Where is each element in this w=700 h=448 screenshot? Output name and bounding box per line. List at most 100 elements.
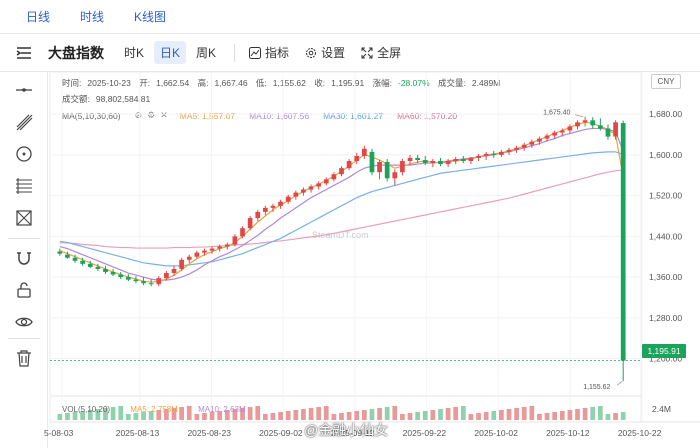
volume-bar xyxy=(499,410,504,420)
candle xyxy=(590,117,596,129)
time-tick-label: 2025-09-22 xyxy=(403,428,447,438)
open-value: 1,662.54 xyxy=(156,78,190,88)
candle-body xyxy=(148,283,154,285)
ma-indicator-label: MA(5,10,30,60) xyxy=(62,110,121,121)
volume-bar xyxy=(285,411,291,420)
volume-bar xyxy=(301,409,306,420)
volume-bar xyxy=(95,409,101,420)
candle xyxy=(240,226,245,239)
volume-bar xyxy=(263,414,268,420)
candle xyxy=(255,209,261,222)
volume-bar xyxy=(125,414,131,420)
volume-bar xyxy=(377,408,382,420)
tab-daily[interactable]: 日线 xyxy=(26,10,51,24)
candle xyxy=(582,116,588,127)
candle-body xyxy=(224,244,230,247)
candle-body xyxy=(499,151,504,155)
fullscreen-button[interactable]: 全屏 xyxy=(355,41,407,64)
ma5-line xyxy=(59,121,624,283)
candle-body xyxy=(354,155,360,162)
candle xyxy=(514,145,519,153)
candle xyxy=(209,246,215,254)
magnet-icon xyxy=(17,252,31,265)
candle-body xyxy=(567,126,573,131)
candle-body xyxy=(346,161,352,169)
candle xyxy=(217,244,223,252)
candle-body xyxy=(80,260,86,264)
candle-body xyxy=(141,281,146,284)
volume-bar xyxy=(164,409,169,420)
candle xyxy=(445,158,451,168)
close-label: 收: xyxy=(314,78,326,88)
circle-tool[interactable] xyxy=(14,144,34,164)
volume-bar xyxy=(392,406,398,420)
indicator-button[interactable]: 指标 xyxy=(243,41,295,64)
volume-bar xyxy=(80,411,86,420)
period-day-k-button[interactable]: 日K xyxy=(154,41,187,64)
candle-body xyxy=(95,266,101,269)
candle xyxy=(384,158,390,182)
lock-tool[interactable] xyxy=(14,280,34,300)
close-value: 1,195.91 xyxy=(331,78,365,88)
candle xyxy=(529,139,535,148)
high-marker-line xyxy=(575,114,584,118)
period-week-k-button[interactable]: 周K xyxy=(196,46,217,60)
fibonacci-tool[interactable] xyxy=(14,176,34,196)
candle-body xyxy=(209,248,215,251)
volume-bar xyxy=(567,410,573,420)
settings-label: 设置 xyxy=(321,46,346,60)
currency-selector[interactable]: CNY xyxy=(651,74,681,89)
tab-kline[interactable]: K线图 xyxy=(134,10,167,24)
volume-ma10-value: MA10: 2.63M xyxy=(198,405,246,414)
volume-bar xyxy=(544,413,550,420)
candle-body xyxy=(559,130,565,133)
volume-bar xyxy=(483,412,489,420)
volume-bar xyxy=(369,409,375,420)
candle-body xyxy=(453,158,459,162)
turnover-value: 98,802,584.81 xyxy=(95,94,151,104)
volume-indicator-label: VOL(5,10,20) xyxy=(62,405,111,414)
candle-body xyxy=(133,279,139,282)
toolbar-divider xyxy=(234,43,236,62)
remove-indicator-icon[interactable]: ✕ xyxy=(160,110,168,120)
hide-indicator-icon[interactable]: ⊘ xyxy=(134,110,143,120)
settings-button[interactable]: 设置 xyxy=(299,41,351,64)
fibonacci-lines-icon xyxy=(16,178,32,194)
candle-body xyxy=(483,153,489,156)
candle-body xyxy=(72,257,78,261)
volume-bar xyxy=(460,406,466,420)
candle-body xyxy=(247,218,253,229)
candle-body xyxy=(118,274,124,278)
volume-bar xyxy=(415,412,420,420)
candle-body xyxy=(605,128,611,137)
volume-bar xyxy=(605,414,611,420)
candle xyxy=(323,177,329,186)
time-tick-label: 2025-10-02 xyxy=(474,428,518,438)
menu-collapse-icon xyxy=(16,46,31,59)
indicator-settings-icon[interactable]: ⚙ xyxy=(147,110,156,120)
candle-body xyxy=(255,211,261,219)
delete-drawings-tool[interactable] xyxy=(14,348,34,368)
menu-toggle-button[interactable] xyxy=(0,34,48,72)
period-hour-k-button[interactable]: 时K xyxy=(124,46,145,60)
candle-body xyxy=(415,157,420,160)
horizontal-line-tool[interactable] xyxy=(14,80,34,100)
volume-bar xyxy=(270,413,276,420)
candle-body xyxy=(514,147,519,150)
low-marker-line xyxy=(616,380,623,386)
volume-bar xyxy=(354,411,360,420)
magnet-tool[interactable] xyxy=(14,248,34,268)
low-value: 1,155.62 xyxy=(272,78,306,88)
trend-line-tool[interactable] xyxy=(14,112,34,132)
candle xyxy=(141,277,146,286)
candle-body xyxy=(445,161,451,165)
volume-bar xyxy=(156,410,162,420)
high-annotation: 1,675.40 xyxy=(543,110,570,117)
tab-hourly[interactable]: 时线 xyxy=(80,10,105,24)
volume-bar xyxy=(453,407,459,420)
visibility-tool[interactable] xyxy=(14,312,34,332)
candle xyxy=(103,265,108,275)
pattern-tool[interactable] xyxy=(14,208,34,228)
candles xyxy=(57,116,626,382)
